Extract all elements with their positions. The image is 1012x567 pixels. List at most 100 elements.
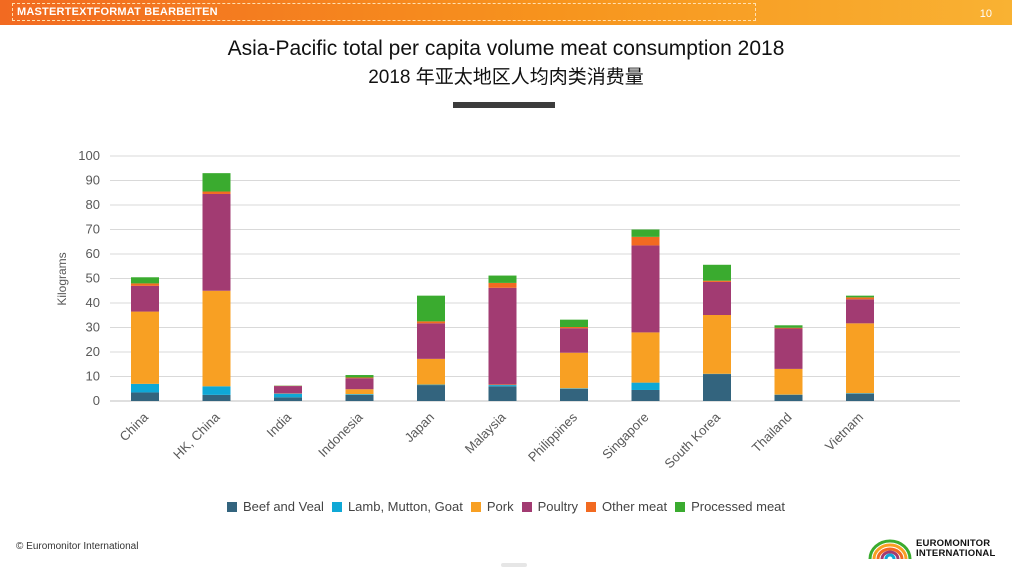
y-tick-label: 20 (86, 344, 100, 359)
bar-segment (631, 332, 660, 383)
x-tick-label: South Korea (661, 409, 723, 471)
euromonitor-logo: EUROMONITOR INTERNATIONAL (868, 537, 998, 561)
bar-segment (345, 378, 374, 390)
legend-label: Processed meat (691, 499, 786, 514)
y-axis-title: Kilograms (55, 252, 69, 305)
bar-segment (846, 297, 874, 300)
bar-segment (202, 386, 231, 395)
legend-label: Poultry (537, 499, 579, 514)
legend-swatch (331, 501, 342, 512)
bar-segment (131, 283, 159, 286)
legend-swatch (675, 501, 686, 512)
bar-segment (846, 323, 874, 394)
master-text-placeholder[interactable] (12, 3, 756, 21)
x-tick-label: HK, China (170, 409, 223, 462)
legend-label: Other meat (602, 499, 668, 514)
bar-segment (488, 287, 517, 385)
x-tick-label: Singapore (599, 410, 652, 463)
bar-segment (345, 394, 374, 395)
bar-segment (846, 299, 874, 324)
bar-segment (131, 383, 159, 393)
logo-wordmark: EUROMONITOR INTERNATIONAL (916, 539, 995, 559)
bar-segment (345, 375, 374, 378)
bar-segment (774, 325, 803, 328)
bar-segment (202, 173, 231, 192)
bar-segment (846, 295, 874, 298)
bar-segment (274, 393, 302, 398)
bar-segment (631, 382, 660, 390)
bar-segment (560, 352, 588, 389)
bar-segment (131, 277, 159, 284)
y-tick-label: 40 (86, 295, 100, 310)
legend-item: Lamb, Mutton, Goat (331, 499, 463, 514)
y-tick-label: 30 (86, 320, 100, 335)
logo-line-2: INTERNATIONAL (916, 548, 996, 559)
bar-segment (417, 323, 445, 359)
bar-segment (417, 385, 445, 401)
legend-swatch (586, 501, 597, 512)
legend-item: Processed meat (675, 499, 785, 514)
x-tick-label: Philippines (525, 409, 580, 464)
logo-line-1: EUROMONITOR (916, 538, 991, 549)
bar-segment (131, 311, 159, 384)
bar-segment (703, 281, 731, 316)
bar-segment (417, 358, 445, 385)
legend-label: Beef and Veal (242, 499, 324, 514)
x-tick-label: India (264, 409, 295, 440)
bar-segment (774, 368, 803, 395)
chart-title: Asia-Pacific total per capita volume mea… (227, 37, 785, 60)
legend-label: Lamb, Mutton, Goat (347, 499, 463, 514)
legend-item: Poultry (521, 499, 579, 514)
legend-item: Beef and Veal (226, 499, 324, 514)
bar-segment (560, 388, 588, 401)
x-tick-label: China (116, 409, 151, 444)
title-divider (453, 102, 555, 108)
chart-legend: Beef and Veal Lamb, Mutton, Goat Pork Poult… (0, 499, 1012, 515)
page-number: 10 (979, 8, 992, 20)
y-tick-label: 60 (86, 246, 100, 261)
bar-segment (774, 394, 803, 401)
y-tick-label: 80 (86, 197, 100, 212)
bar-segment (631, 229, 660, 237)
slide-scroll-handle[interactable] (501, 563, 527, 567)
master-text-label: MASTERTEXTFORMAT BEARBEITEN (17, 6, 218, 18)
bar-segment (703, 374, 731, 401)
y-tick-label: 10 (86, 369, 100, 384)
bar-segment (488, 275, 517, 283)
bar-segment (202, 394, 231, 401)
bar-segment (131, 285, 159, 312)
bar-segment (703, 280, 731, 282)
y-tick-label: 50 (86, 271, 100, 286)
bar-segment (560, 327, 588, 329)
bar-segment (202, 193, 231, 291)
x-tick-label: Vietnam (822, 410, 866, 454)
bar-segment (345, 389, 374, 395)
legend-item: Pork (470, 499, 514, 514)
y-tick-label: 100 (78, 148, 100, 163)
bar-segment (417, 321, 445, 324)
bar-segment (417, 295, 445, 322)
bar-segment (345, 377, 374, 379)
bar-segment (703, 315, 731, 374)
legend-swatch (470, 501, 481, 512)
legend-swatch (226, 501, 237, 512)
bar-segment (560, 319, 588, 328)
bar-segment (631, 236, 660, 246)
bar-segment (631, 389, 660, 401)
legend-swatch (521, 501, 532, 512)
legend-label: Pork (486, 499, 514, 514)
bar-segment (631, 245, 660, 333)
bar-segment (202, 191, 231, 194)
x-tick-label: Malaysia (462, 409, 509, 456)
copyright-footer: © Euromonitor International (16, 541, 139, 552)
bar-segment (488, 386, 517, 401)
y-tick-label: 70 (86, 222, 100, 237)
x-tick-label: Indonesia (315, 409, 366, 460)
master-header-bar: MASTERTEXTFORMAT BEARBEITEN 10 (0, 0, 1012, 25)
y-tick-label: 90 (86, 173, 100, 188)
y-tick-label: 0 (93, 393, 100, 408)
bar-segment (131, 392, 159, 401)
bar-segment (774, 327, 803, 329)
bar-segment (774, 328, 803, 369)
